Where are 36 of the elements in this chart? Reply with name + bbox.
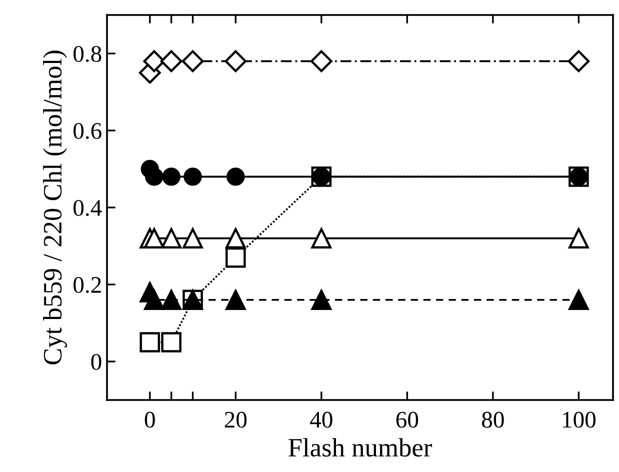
- point: [161, 332, 182, 352]
- x-tick-label: 60: [396, 412, 418, 428]
- y-tick-label: 0.2: [74, 276, 101, 294]
- point: [311, 290, 332, 310]
- x-tick-label: 40: [310, 412, 332, 428]
- point: [140, 332, 160, 352]
- point: [144, 228, 164, 248]
- point: [161, 228, 182, 248]
- y-axis-title: Cyt b559 / 220 Chl (mol/mol): [43, 50, 68, 364]
- y-tick-label: 0.4: [74, 200, 102, 216]
- point: [145, 168, 164, 186]
- point: [182, 228, 203, 248]
- point: [568, 50, 590, 72]
- point: [226, 228, 246, 248]
- point: [144, 290, 164, 310]
- point: [311, 228, 332, 248]
- point: [568, 290, 589, 310]
- point: [226, 247, 246, 268]
- y-tick-label: 0.8: [74, 46, 102, 62]
- x-tick-label: 0: [144, 412, 155, 428]
- point: [160, 50, 182, 72]
- point: [161, 290, 182, 310]
- y-tick-label: 0: [91, 354, 102, 370]
- point: [224, 50, 247, 72]
- point: [226, 290, 246, 310]
- point: [226, 168, 245, 186]
- point: [568, 228, 589, 248]
- point: [310, 50, 332, 72]
- x-tick-label: 20: [224, 412, 247, 428]
- y-tick-label: 0.6: [74, 122, 102, 140]
- x-tick-label: 80: [482, 412, 504, 428]
- point: [182, 50, 204, 72]
- x-tick-label: 100: [563, 412, 596, 428]
- point: [162, 168, 180, 186]
- point: [184, 168, 202, 186]
- x-axis-title: Flash number: [288, 438, 432, 457]
